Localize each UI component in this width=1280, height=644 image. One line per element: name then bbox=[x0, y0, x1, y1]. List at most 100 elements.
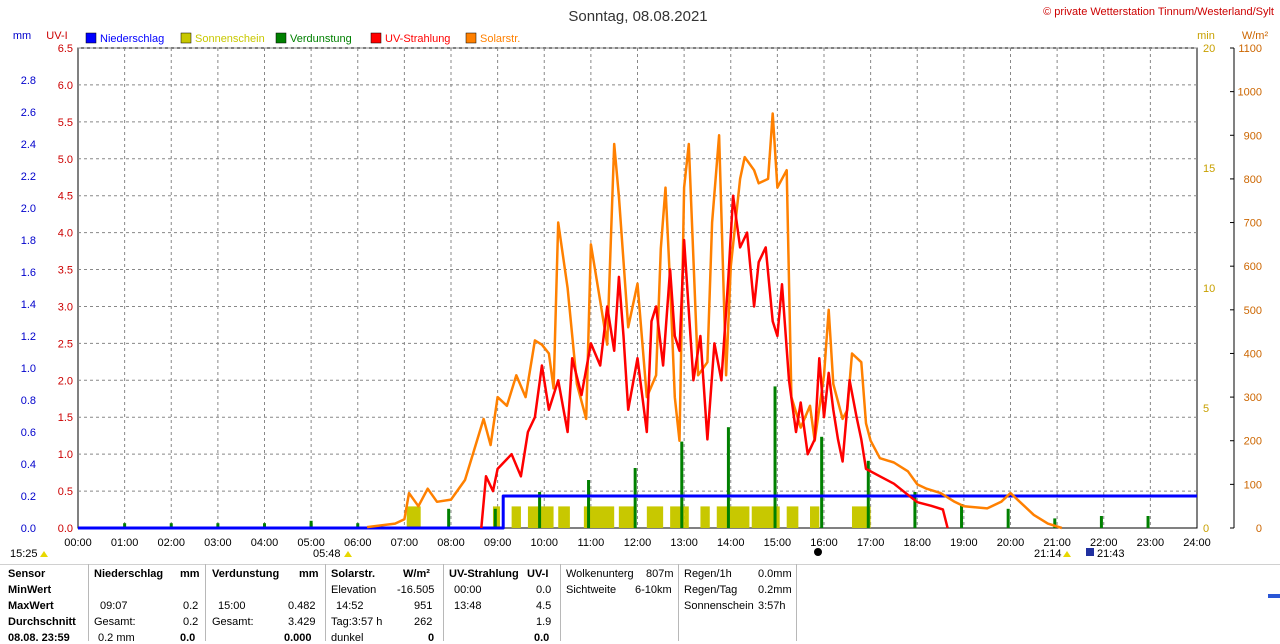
legend-swatch bbox=[370, 32, 382, 44]
sunshine-bar bbox=[646, 506, 664, 528]
x-tick-label: 01:00 bbox=[111, 537, 139, 549]
evaporation-bar bbox=[216, 523, 220, 528]
mm-tick-label: 1.2 bbox=[21, 331, 36, 343]
x-tick-label: 05:00 bbox=[297, 537, 325, 549]
sunshine-bar bbox=[583, 506, 615, 528]
x-tick-label: 08:00 bbox=[437, 537, 465, 549]
unit-label-min: min bbox=[1197, 30, 1215, 42]
x-tick-label: 02:00 bbox=[157, 537, 185, 549]
col-unit-solar: W/m² bbox=[403, 568, 430, 580]
evaporation-bar bbox=[1006, 508, 1010, 528]
evaporation-bar bbox=[356, 523, 360, 528]
x-tick-label: 18:00 bbox=[903, 537, 931, 549]
weather-chart: Sonntag, 08.08.2021 © private Wetterstat… bbox=[10, 6, 1274, 560]
rain-hour-val: 0.0mm bbox=[758, 568, 792, 580]
verd-total-val: 3.429 bbox=[288, 616, 316, 628]
series-line-niederschlag bbox=[78, 494, 1197, 530]
evaporation-bar bbox=[309, 520, 313, 528]
legend-swatch bbox=[85, 32, 97, 44]
rain-day-val: 0.2mm bbox=[758, 584, 792, 596]
uv-tick-label: 6.0 bbox=[58, 80, 73, 92]
copyright-note: © private Wetterstation Tinnum/Westerlan… bbox=[1043, 6, 1274, 18]
mm-tick-label: 0.6 bbox=[21, 427, 36, 439]
sun-icon bbox=[1063, 551, 1071, 557]
solar-day-label: Tag:3:57 h bbox=[331, 616, 383, 628]
evaporation-bar bbox=[866, 460, 870, 528]
sunshine-bar bbox=[558, 506, 570, 528]
x-tick-label: 09:00 bbox=[484, 537, 512, 549]
evaporation-bar bbox=[493, 508, 497, 528]
legend-label: Verdunstung bbox=[290, 33, 352, 45]
cloud-base-val: 807m bbox=[646, 568, 674, 580]
mm-tick-label: 2.8 bbox=[21, 75, 36, 87]
mm-tick-label: 0.2 bbox=[21, 491, 36, 503]
x-tick-label: 15:00 bbox=[764, 537, 792, 549]
wm2-tick-label: 200 bbox=[1244, 436, 1262, 448]
wm2-tick-label: 500 bbox=[1244, 305, 1262, 317]
evaporation-bar bbox=[773, 386, 777, 528]
uv-tick-label: 0.0 bbox=[58, 523, 73, 535]
series-line-solarstr- bbox=[366, 112, 1063, 530]
series-line-uv-strahlung bbox=[480, 194, 949, 529]
verd-last-val: 0.000 bbox=[284, 632, 312, 644]
unit-label-mm: mm bbox=[13, 30, 31, 42]
stats-panel: Sensor MinWert MaxWert Durchschnitt 08.0… bbox=[0, 564, 1280, 644]
row-label-avg: Durchschnitt bbox=[8, 616, 76, 628]
sunshine-bar bbox=[851, 506, 871, 528]
x-tick-label: 19:00 bbox=[950, 537, 978, 549]
nied-total-label: Gesamt: bbox=[94, 616, 136, 628]
marker-sunrise-prev: 15:25 bbox=[10, 548, 38, 560]
x-tick-label: 04:00 bbox=[251, 537, 279, 549]
wm2-tick-label: 400 bbox=[1244, 348, 1262, 360]
scrollbar-thumb[interactable] bbox=[1268, 594, 1280, 598]
wm2-tick-label: 900 bbox=[1244, 130, 1262, 142]
evaporation-bar bbox=[680, 441, 684, 528]
mm-tick-label: 1.4 bbox=[21, 299, 36, 311]
col-unit-nied: mm bbox=[180, 568, 200, 580]
verd-total-label: Gesamt: bbox=[212, 616, 254, 628]
solar-avg-val: 262 bbox=[414, 616, 433, 628]
wm2-tick-label: 300 bbox=[1244, 392, 1262, 404]
mm-tick-label: 0.8 bbox=[21, 395, 36, 407]
legend-label: UV-Strahlung bbox=[385, 33, 450, 45]
solar-max-val: 951 bbox=[414, 600, 433, 612]
evaporation-bar bbox=[1053, 518, 1057, 528]
wm2-tick-label: 100 bbox=[1244, 479, 1262, 491]
unit-label-uv: UV-I bbox=[46, 30, 67, 42]
mm-tick-label: 1.6 bbox=[21, 267, 36, 279]
col-unit-verd: mm bbox=[299, 568, 319, 580]
uv-avg-val: 1.9 bbox=[536, 616, 552, 628]
sunshine-bar bbox=[751, 506, 780, 528]
evaporation-bar bbox=[633, 468, 637, 528]
mm-tick-label: 2.2 bbox=[21, 171, 36, 183]
legend-swatch bbox=[275, 32, 287, 44]
x-tick-label: 20:00 bbox=[997, 537, 1025, 549]
row-label-date: 08.08. 23:59 bbox=[8, 632, 70, 644]
solar-dark-label: dunkel bbox=[331, 632, 364, 644]
col-header-verd: Verdunstung bbox=[212, 568, 280, 580]
mm-tick-label: 0.0 bbox=[21, 523, 36, 535]
nied-max-time: 09:07 bbox=[100, 600, 128, 612]
wm2-tick-label: 600 bbox=[1244, 261, 1262, 273]
solar-elev-label: Elevation bbox=[331, 584, 377, 596]
line-layer bbox=[78, 112, 1197, 530]
sunshine-val: 3:57h bbox=[758, 600, 786, 612]
col-unit-uv: UV-I bbox=[527, 568, 549, 580]
uv-tick-label: 0.5 bbox=[58, 486, 73, 498]
visibility-label: Sichtweite bbox=[566, 584, 617, 596]
legend-label: Sonnenschein bbox=[195, 33, 265, 45]
verd-max-time: 15:00 bbox=[218, 600, 246, 612]
uv-max-val: 4.5 bbox=[536, 600, 552, 612]
sunshine-bar bbox=[511, 506, 521, 528]
uv-tick-label: 4.5 bbox=[58, 191, 73, 203]
mm-tick-label: 0.4 bbox=[21, 459, 36, 471]
col-header-solar: Solarstr. bbox=[331, 568, 376, 580]
col-header-uv: UV-Strahlung bbox=[449, 568, 519, 580]
uv-tick-label: 3.0 bbox=[58, 301, 73, 313]
uv-tick-label: 5.5 bbox=[58, 117, 73, 129]
legend-swatch bbox=[465, 32, 477, 44]
x-tick-label: 13:00 bbox=[670, 537, 698, 549]
row-label-min: MinWert bbox=[8, 584, 52, 596]
sunshine-bar bbox=[700, 506, 710, 528]
evaporation-bar bbox=[820, 436, 824, 528]
